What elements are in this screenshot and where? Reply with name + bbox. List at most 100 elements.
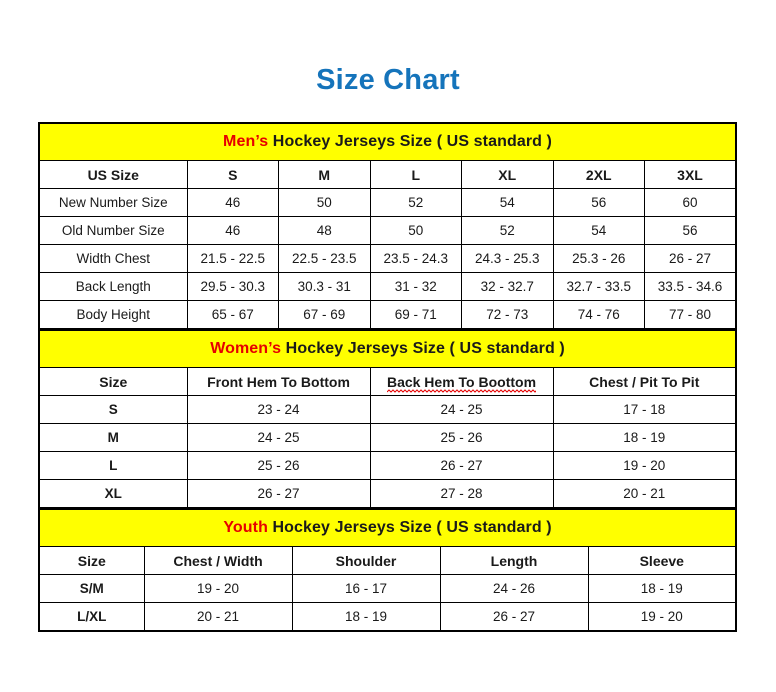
table-row: S 23 - 24 24 - 25 17 - 18	[38, 395, 737, 424]
youth-col-header-4: Sleeve	[587, 546, 737, 575]
youth-col-header-1: Chest / Width	[143, 546, 293, 575]
youth-cell-0-3: 18 - 19	[587, 574, 737, 603]
womens-row-label-2: L	[38, 451, 188, 480]
mens-cell-4-5: 77 - 80	[644, 300, 737, 329]
mens-row-label-0: New Number Size	[38, 188, 188, 217]
womens-cell-2-0: 25 - 26	[186, 451, 371, 480]
womens-section-banner: Women’s Hockey Jerseys Size ( US standar…	[39, 330, 737, 368]
mens-col-header-1: S	[186, 160, 279, 189]
womens-column-header-row: Size Front Hem To Bottom Back Hem To Boo…	[38, 367, 737, 396]
youth-col-header-0: Size	[38, 546, 145, 575]
womens-cell-3-0: 26 - 27	[186, 479, 371, 508]
youth-cell-0-0: 19 - 20	[143, 574, 293, 603]
youth-cell-1-2: 26 - 27	[439, 602, 589, 632]
mens-col-header-4: XL	[461, 160, 554, 189]
youth-banner-rest: Hockey Jerseys Size ( US standard )	[267, 519, 552, 536]
mens-banner-accent: Men’s	[223, 133, 269, 150]
mens-cell-2-4: 25.3 - 26	[552, 244, 645, 273]
mens-cell-1-4: 54	[552, 216, 645, 245]
womens-banner-cell: Women’s Hockey Jerseys Size ( US standar…	[39, 330, 737, 368]
mens-size-table: Men’s Hockey Jerseys Size ( US standard …	[38, 122, 738, 329]
womens-row-label-3: XL	[38, 479, 188, 508]
youth-cell-0-1: 16 - 17	[291, 574, 441, 603]
womens-cell-0-1: 24 - 25	[369, 395, 554, 424]
mens-section-banner: Men’s Hockey Jerseys Size ( US standard …	[39, 123, 737, 161]
womens-col-header-0: Size	[38, 367, 188, 396]
youth-row-label-0: S/M	[38, 574, 145, 603]
womens-cell-0-0: 23 - 24	[186, 395, 371, 424]
mens-cell-3-4: 32.7 - 33.5	[552, 272, 645, 301]
mens-cell-4-2: 69 - 71	[369, 300, 462, 329]
mens-column-header-row: US Size S M L XL 2XL 3XL	[38, 160, 737, 189]
youth-cell-1-1: 18 - 19	[291, 602, 441, 632]
youth-col-header-3: Length	[439, 546, 589, 575]
youth-cell-1-0: 20 - 21	[143, 602, 293, 632]
womens-banner-accent: Women’s	[210, 340, 282, 357]
womens-cell-2-1: 26 - 27	[369, 451, 554, 480]
youth-cell-1-3: 19 - 20	[587, 602, 737, 632]
womens-cell-3-1: 27 - 28	[369, 479, 554, 508]
mens-row-label-1: Old Number Size	[38, 216, 188, 245]
mens-cell-1-5: 56	[644, 216, 737, 245]
youth-section-banner: Youth Hockey Jerseys Size ( US standard …	[39, 509, 737, 547]
spellcheck-squiggle-icon	[386, 388, 537, 393]
table-row: Old Number Size 46 48 50 52 54 56	[38, 216, 737, 245]
mens-cell-2-5: 26 - 27	[644, 244, 737, 273]
mens-cell-4-1: 67 - 69	[278, 300, 371, 329]
womens-cell-2-2: 19 - 20	[552, 451, 737, 480]
mens-cell-2-0: 21.5 - 22.5	[186, 244, 279, 273]
womens-row-label-0: S	[38, 395, 188, 424]
mens-cell-0-0: 46	[186, 188, 279, 217]
womens-cell-0-2: 17 - 18	[552, 395, 737, 424]
womens-cell-1-1: 25 - 26	[369, 423, 554, 452]
mens-col-header-2: M	[278, 160, 371, 189]
womens-cell-1-0: 24 - 25	[186, 423, 371, 452]
mens-cell-1-2: 50	[369, 216, 462, 245]
mens-row-label-3: Back Length	[38, 272, 188, 301]
youth-column-header-row: Size Chest / Width Shoulder Length Sleev…	[38, 546, 737, 575]
mens-cell-2-2: 23.5 - 24.3	[369, 244, 462, 273]
mens-cell-3-3: 32 - 32.7	[461, 272, 554, 301]
womens-row-label-1: M	[38, 423, 188, 452]
table-row: Body Height 65 - 67 67 - 69 69 - 71 72 -…	[38, 300, 737, 329]
youth-size-table: Youth Hockey Jerseys Size ( US standard …	[38, 508, 738, 632]
youth-cell-0-2: 24 - 26	[439, 574, 589, 603]
table-row: Back Length 29.5 - 30.3 30.3 - 31 31 - 3…	[38, 272, 737, 301]
womens-cell-3-2: 20 - 21	[552, 479, 737, 508]
mens-cell-0-5: 60	[644, 188, 737, 217]
mens-col-header-0: US Size	[38, 160, 188, 189]
size-tables-container: Men’s Hockey Jerseys Size ( US standard …	[38, 122, 738, 632]
womens-col-header-2: Back Hem To Boottom	[369, 367, 554, 396]
womens-col-header-2-text: Back Hem To Boottom	[386, 373, 537, 390]
mens-banner-cell: Men’s Hockey Jerseys Size ( US standard …	[39, 123, 737, 161]
table-row: M 24 - 25 25 - 26 18 - 19	[38, 423, 737, 452]
mens-cell-3-2: 31 - 32	[369, 272, 462, 301]
mens-cell-1-1: 48	[278, 216, 371, 245]
mens-banner-rest: Hockey Jerseys Size ( US standard )	[268, 133, 552, 150]
mens-col-header-3: L	[369, 160, 462, 189]
mens-cell-0-1: 50	[278, 188, 371, 217]
mens-col-header-5: 2XL	[552, 160, 645, 189]
mens-row-label-4: Body Height	[38, 300, 188, 329]
mens-cell-1-0: 46	[186, 216, 279, 245]
womens-col-header-3: Chest / Pit To Pit	[552, 367, 737, 396]
mens-cell-0-4: 56	[552, 188, 645, 217]
table-row: New Number Size 46 50 52 54 56 60	[38, 188, 737, 217]
mens-cell-4-0: 65 - 67	[186, 300, 279, 329]
mens-cell-1-3: 52	[461, 216, 554, 245]
table-row: S/M 19 - 20 16 - 17 24 - 26 18 - 19	[38, 574, 737, 603]
table-row: L 25 - 26 26 - 27 19 - 20	[38, 451, 737, 480]
mens-cell-3-0: 29.5 - 30.3	[186, 272, 279, 301]
table-row: L/XL 20 - 21 18 - 19 26 - 27 19 - 20	[38, 602, 737, 632]
womens-banner-rest: Hockey Jerseys Size ( US standard )	[281, 340, 565, 357]
youth-banner-cell: Youth Hockey Jerseys Size ( US standard …	[39, 509, 737, 547]
mens-row-label-2: Width Chest	[38, 244, 188, 273]
mens-cell-4-3: 72 - 73	[461, 300, 554, 329]
youth-col-header-2: Shoulder	[291, 546, 441, 575]
mens-cell-2-1: 22.5 - 23.5	[278, 244, 371, 273]
mens-col-header-6: 3XL	[644, 160, 737, 189]
page-title: Size Chart	[316, 64, 460, 96]
mens-cell-3-5: 33.5 - 34.6	[644, 272, 737, 301]
mens-cell-4-4: 74 - 76	[552, 300, 645, 329]
